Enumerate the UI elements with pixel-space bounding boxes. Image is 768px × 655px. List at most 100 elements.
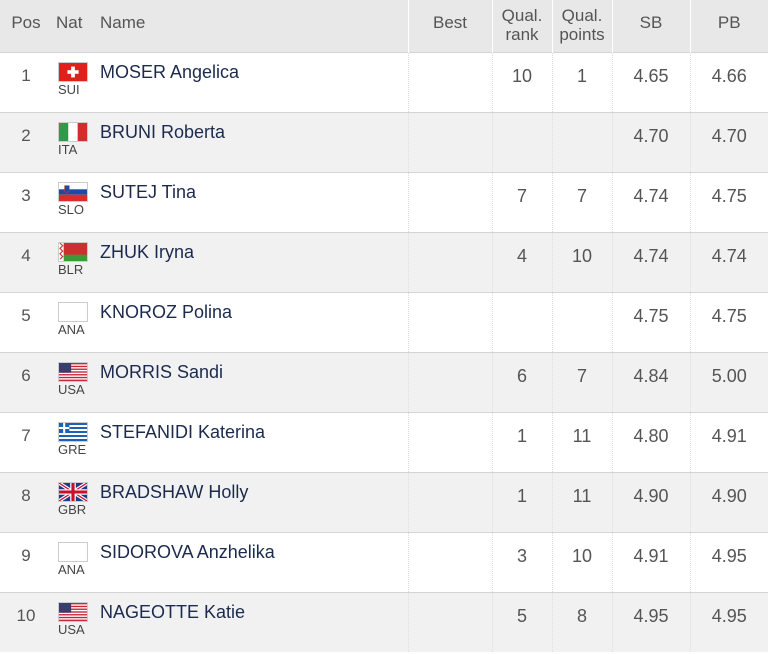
flag-slovenia-icon	[58, 181, 88, 202]
cell-pos: 5	[21, 305, 31, 325]
header-best[interactable]: Best	[407, 0, 492, 52]
cell-pb: 4.91	[689, 412, 768, 472]
cell-pb: 4.75	[689, 172, 768, 232]
header-name[interactable]: Name	[100, 13, 146, 32]
cell-best	[407, 472, 492, 532]
cell-nat: GRE	[52, 412, 98, 472]
cell-pb: 4.70	[689, 112, 768, 172]
table-row: 4 BLR ZHUK Iryna 4 10 4.74 4.74	[0, 232, 768, 292]
cell-nat: ANA	[52, 292, 98, 352]
cell-best	[407, 592, 492, 652]
athlete-name-link[interactable]: NAGEOTTE Katie	[100, 601, 246, 622]
cell-qual-points: 11	[551, 412, 612, 472]
country-code: ITA	[58, 141, 78, 157]
header-pb[interactable]: PB	[689, 0, 768, 52]
cell-pb: 5.00	[689, 352, 768, 412]
header-nat[interactable]: Nat	[52, 0, 98, 52]
table-row: 5 ANA KNOROZ Polina 4.75 4.75	[0, 292, 768, 352]
cell-qual-points	[551, 112, 612, 172]
cell-sb: 4.75	[611, 292, 690, 352]
cell-qual-rank: 5	[491, 592, 552, 652]
cell-qual-points: 1	[551, 52, 612, 112]
cell-nat: BLR	[52, 232, 98, 292]
country-code: USA	[58, 621, 85, 637]
header-sb[interactable]: SB	[611, 0, 690, 52]
cell-qual-points: 10	[551, 232, 612, 292]
table-row: 9 ANA SIDOROVA Anzhelika 3 10 4.91 4.95	[0, 532, 768, 592]
country-code: SLO	[58, 201, 85, 217]
flag-usa-icon	[58, 361, 88, 382]
country-code: ANA	[58, 321, 85, 337]
cell-pos: 1	[21, 65, 31, 85]
flag-great-britain-icon	[58, 481, 88, 502]
country-code: BLR	[58, 261, 84, 277]
cell-best	[407, 532, 492, 592]
header-qual-points[interactable]: Qual. points	[551, 0, 612, 52]
country-code: USA	[58, 381, 85, 397]
flag-belarus-icon	[58, 241, 88, 262]
header-qual-rank-line2: rank	[505, 25, 539, 44]
cell-pb: 4.75	[689, 292, 768, 352]
table-row: 8 GBR BRADSHAW Holly 1 11 4.90 4.90	[0, 472, 768, 532]
cell-pb: 4.90	[689, 472, 768, 532]
cell-qual-rank: 10	[491, 52, 552, 112]
cell-nat: USA	[52, 352, 98, 412]
header-qual-points-line2: points	[559, 25, 605, 44]
header-qual-rank[interactable]: Qual. rank	[491, 0, 552, 52]
athlete-name-link[interactable]: MORRIS Sandi	[100, 361, 224, 382]
table-row: 2 ITA BRUNI Roberta 4.70 4.70	[0, 112, 768, 172]
table-row: 3 SLO SUTEJ Tina 7 7 4.74 4.75	[0, 172, 768, 232]
cell-pos: 10	[16, 605, 36, 625]
cell-qual-points: 10	[551, 532, 612, 592]
athlete-name-link[interactable]: BRADSHAW Holly	[100, 481, 249, 502]
country-code: ANA	[58, 561, 85, 577]
header-pos[interactable]: Pos	[11, 13, 41, 32]
cell-nat: USA	[52, 592, 98, 652]
athlete-name-link[interactable]: ZHUK Iryna	[100, 241, 195, 262]
cell-sb: 4.91	[611, 532, 690, 592]
cell-pb: 4.95	[689, 532, 768, 592]
country-code: GBR	[58, 501, 87, 517]
cell-pb: 4.95	[689, 592, 768, 652]
cell-pos: 9	[21, 545, 31, 565]
cell-pos: 4	[21, 245, 31, 265]
athlete-name-link[interactable]: STEFANIDI Katerina	[100, 421, 266, 442]
cell-nat: SLO	[52, 172, 98, 232]
cell-nat: GBR	[52, 472, 98, 532]
cell-qual-points	[551, 292, 612, 352]
cell-qual-rank: 1	[491, 472, 552, 532]
cell-qual-rank: 3	[491, 532, 552, 592]
cell-pos: 6	[21, 365, 31, 385]
cell-best	[407, 352, 492, 412]
cell-nat: ANA	[52, 532, 98, 592]
flag-blank-icon	[58, 301, 88, 322]
athlete-name-link[interactable]: SIDOROVA Anzhelika	[100, 541, 275, 562]
cell-qual-rank	[491, 292, 552, 352]
athlete-name-link[interactable]: BRUNI Roberta	[100, 121, 226, 142]
cell-sb: 4.74	[611, 232, 690, 292]
cell-sb: 4.95	[611, 592, 690, 652]
country-code: SUI	[58, 81, 80, 97]
cell-best	[407, 292, 492, 352]
cell-sb: 4.80	[611, 412, 690, 472]
cell-pb: 4.74	[689, 232, 768, 292]
flag-italy-icon	[58, 121, 88, 142]
cell-pos: 3	[21, 185, 31, 205]
table-row: 1 SUI MOSER Angelica 10 1 4.65 4.66	[0, 52, 768, 112]
flag-blank-icon	[58, 541, 88, 562]
cell-sb: 4.65	[611, 52, 690, 112]
cell-pb: 4.66	[689, 52, 768, 112]
table-row: 6 USA MORRIS Sandi 6 7 4.84 5.00	[0, 352, 768, 412]
header-qual-rank-line1: Qual.	[501, 6, 543, 25]
cell-nat: SUI	[52, 52, 98, 112]
cell-pos: 8	[21, 485, 31, 505]
cell-qual-points: 7	[551, 172, 612, 232]
cell-sb: 4.90	[611, 472, 690, 532]
flag-usa-icon	[58, 601, 88, 622]
athlete-name-link[interactable]: SUTEJ Tina	[100, 181, 197, 202]
athlete-name-link[interactable]: MOSER Angelica	[100, 61, 240, 82]
flag-switzerland-icon	[58, 61, 88, 82]
athlete-name-link[interactable]: KNOROZ Polina	[100, 301, 233, 322]
cell-nat: ITA	[52, 112, 98, 172]
